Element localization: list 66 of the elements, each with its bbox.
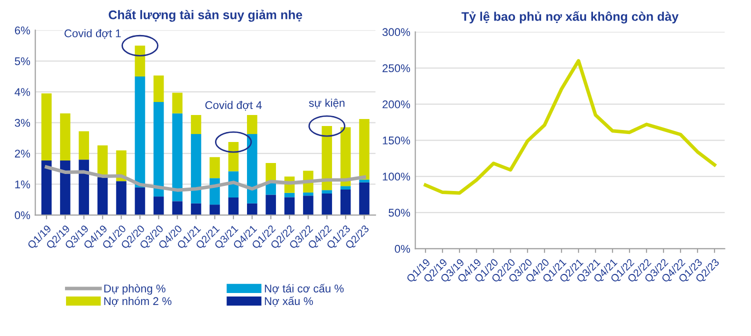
- legend-label: Nợ tái cơ cấu %: [264, 284, 344, 294]
- bar: [154, 102, 164, 197]
- bar: [359, 182, 370, 216]
- bar: [246, 203, 258, 216]
- bar: [246, 114, 258, 134]
- bar: [322, 126, 332, 190]
- bar: [78, 131, 90, 160]
- annotation: Covid đợt 1: [64, 29, 121, 39]
- bar: [303, 192, 314, 196]
- bar: [190, 134, 202, 204]
- bar: [172, 201, 182, 216]
- line-series: [424, 59, 716, 195]
- bar: [172, 92, 182, 114]
- y-tick-label: 5%: [14, 57, 30, 66]
- bar: [340, 189, 351, 216]
- bar: [78, 160, 90, 216]
- bar: [134, 46, 146, 76]
- bar: [210, 204, 220, 216]
- bar: [172, 113, 182, 202]
- bar: [340, 186, 351, 190]
- bar: [134, 76, 146, 188]
- bar: [190, 203, 202, 216]
- bar: [228, 197, 239, 216]
- bar: [154, 196, 164, 216]
- bar: [41, 93, 52, 161]
- y-tick-label: 4%: [14, 88, 30, 96]
- bar: [60, 113, 70, 161]
- y-tick-label: 0%: [394, 244, 410, 253]
- bar: [134, 187, 146, 216]
- chart-title: Tỷ lệ bao phủ nợ xấu không còn dày: [462, 11, 679, 24]
- legend-label: Dự phòng %: [104, 284, 166, 295]
- y-tick-label: 1%: [15, 180, 30, 188]
- legend-label: Nợ xấu %: [264, 296, 313, 307]
- bar: [359, 180, 370, 182]
- bar: [60, 160, 70, 216]
- y-tick-label: 3%: [14, 118, 30, 127]
- annotation: Covid đợt 4: [205, 100, 262, 111]
- bar: [322, 190, 332, 194]
- bar: [303, 196, 314, 216]
- y-tick-label: 100%: [382, 172, 410, 181]
- bar: [154, 76, 164, 102]
- bar: [284, 197, 295, 216]
- line-series: [44, 165, 366, 192]
- bar: [97, 177, 108, 216]
- bar: [228, 142, 239, 172]
- y-tick-label: 6%: [14, 26, 30, 34]
- y-tick-label: 50%: [388, 208, 410, 217]
- bar: [359, 118, 370, 180]
- y-tick-label: 200%: [382, 100, 410, 108]
- annotation: sự kiện: [308, 98, 344, 108]
- y-tick-label: 250%: [382, 64, 410, 72]
- y-tick-label: 300%: [382, 28, 410, 36]
- bar: [41, 160, 52, 216]
- bar: [246, 134, 258, 204]
- bar: [322, 193, 332, 216]
- y-tick-label: 150%: [382, 136, 410, 144]
- y-tick-label: 2%: [14, 150, 30, 158]
- chart-title: Chất lượng tài sản suy giảm nhẹ: [108, 10, 302, 22]
- legend-label: Nợ nhóm 2 %: [104, 296, 172, 307]
- bar: [210, 157, 220, 178]
- bar: [284, 192, 295, 198]
- bar: [266, 194, 276, 216]
- bar: [266, 183, 276, 195]
- y-tick-label: 0%: [14, 211, 30, 220]
- bar: [116, 181, 126, 216]
- bar: [190, 114, 202, 134]
